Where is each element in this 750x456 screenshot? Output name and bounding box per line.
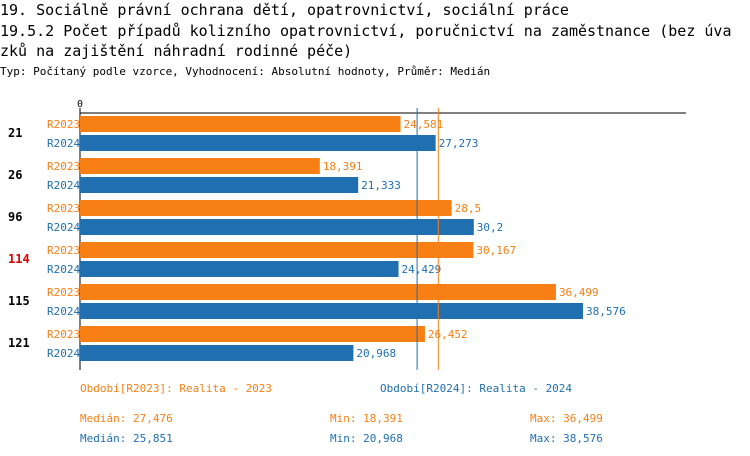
data-label-r2024-115: 38,576: [586, 305, 626, 318]
data-label-r2023-26: 18,391: [323, 160, 363, 173]
chart-subtitle: Typ: Počítaný podle vzorce, Vyhodnocení:…: [0, 65, 491, 78]
category-label-115: 115: [8, 294, 30, 308]
max-r2023: Max: 36,499: [530, 412, 603, 425]
series-label-r2024-21: R2024: [47, 137, 80, 150]
data-label-r2023-114: 30,167: [476, 244, 516, 257]
series-label-r2023-121: R2023: [47, 328, 80, 341]
min-r2023: Min: 18,391: [330, 412, 403, 425]
category-label-26: 26: [8, 168, 22, 182]
data-label-r2024-21: 27,273: [439, 137, 479, 150]
bar-r2023-26: [80, 158, 320, 174]
series-label-r2024-114: R2024: [47, 263, 80, 276]
series-label-r2023-114: R2023: [47, 244, 80, 257]
data-label-r2024-26: 21,333: [361, 179, 401, 192]
min-r2024: Min: 20,968: [330, 432, 403, 445]
legend-r2024: Období[R2024]: Realita - 2024: [380, 382, 573, 395]
bar-r2023-96: [80, 200, 452, 216]
series-label-r2024-115: R2024: [47, 305, 80, 318]
bar-r2024-115: [80, 303, 584, 319]
category-label-96: 96: [8, 210, 22, 224]
bar-r2024-26: [80, 177, 359, 193]
data-label-r2024-96: 30,2: [477, 221, 504, 234]
median-r2023: Medián: 27,476: [80, 412, 173, 425]
bar-r2023-115: [80, 284, 556, 300]
data-label-r2023-115: 36,499: [559, 286, 599, 299]
data-label-r2023-96: 28,5: [455, 202, 482, 215]
bar-r2023-114: [80, 242, 474, 258]
bar-r2024-21: [80, 135, 436, 151]
chart-title-line-1: 19. Sociálně právní ochrana dětí, opatro…: [0, 1, 569, 19]
bar-r2024-96: [80, 219, 474, 235]
series-label-r2024-26: R2024: [47, 179, 80, 192]
bar-r2023-21: [80, 116, 401, 132]
max-r2024: Max: 38,576: [530, 432, 603, 445]
data-label-r2024-114: 24,429: [402, 263, 442, 276]
bar-r2023-121: [80, 326, 425, 342]
chart-title-line-3: zků na zajištění náhradní rodinné péče): [0, 42, 353, 60]
category-label-121: 121: [8, 336, 30, 350]
category-label-114: 114: [8, 252, 30, 266]
chart-title-line-2: 19.5.2 Počet případů kolizního opatrovni…: [0, 22, 732, 40]
bar-r2024-121: [80, 345, 354, 361]
data-label-r2024-121: 20,968: [356, 347, 396, 360]
series-label-r2023-26: R2023: [47, 160, 80, 173]
series-label-r2023-21: R2023: [47, 118, 80, 131]
series-label-r2023-115: R2023: [47, 286, 80, 299]
series-label-r2024-96: R2024: [47, 221, 80, 234]
x-axis-zero-label: 0: [77, 99, 83, 110]
data-label-r2023-21: 24,581: [404, 118, 444, 131]
legend-r2023: Období[R2023]: Realita - 2023: [80, 382, 273, 395]
bar-r2024-114: [80, 261, 399, 277]
series-label-r2023-96: R2023: [47, 202, 80, 215]
category-label-21: 21: [8, 126, 22, 140]
data-label-r2023-121: 26,452: [428, 328, 468, 341]
median-r2024: Medián: 25,851: [80, 432, 173, 445]
series-label-r2024-121: R2024: [47, 347, 80, 360]
